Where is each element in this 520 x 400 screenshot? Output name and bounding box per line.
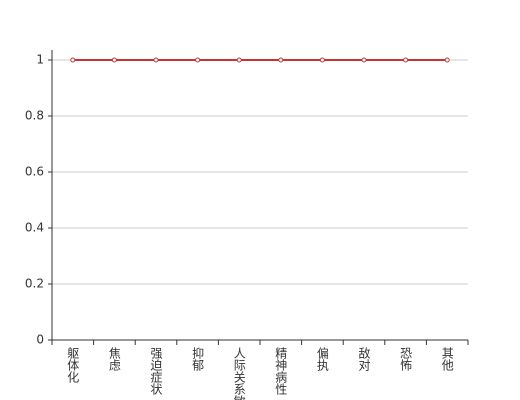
point <box>111 57 117 63</box>
point <box>195 57 201 63</box>
point <box>278 57 284 63</box>
y-tick-label: 0.6 <box>25 165 44 179</box>
x-tick-label: 人际关系敏感 <box>232 347 246 400</box>
point <box>236 57 242 63</box>
point <box>319 57 325 63</box>
x-tick-label: 恐怖 <box>399 347 413 371</box>
x-tick-label: 抑郁 <box>191 346 205 372</box>
x-tick-label: 焦虑 <box>107 347 121 371</box>
y-tick-label: 0.2 <box>25 277 44 291</box>
point <box>153 57 159 63</box>
y-tick-label: 0.4 <box>25 221 44 235</box>
y-tick-label: 1 <box>36 53 44 67</box>
point <box>361 57 367 63</box>
x-tick-label: 躯体化 <box>66 346 80 384</box>
point <box>444 57 450 63</box>
x-tick-label: 敌对 <box>357 346 371 371</box>
x-tick-label: 偏执 <box>315 346 329 372</box>
point <box>70 57 76 63</box>
y-tick-label: 0.8 <box>25 109 44 123</box>
point <box>403 57 409 63</box>
x-tick-label: 强迫症状 <box>149 347 163 395</box>
x-tick-label: 精神病性 <box>274 347 288 396</box>
x-tick-label: 其他 <box>440 347 454 371</box>
y-tick-label: 0 <box>36 333 44 347</box>
